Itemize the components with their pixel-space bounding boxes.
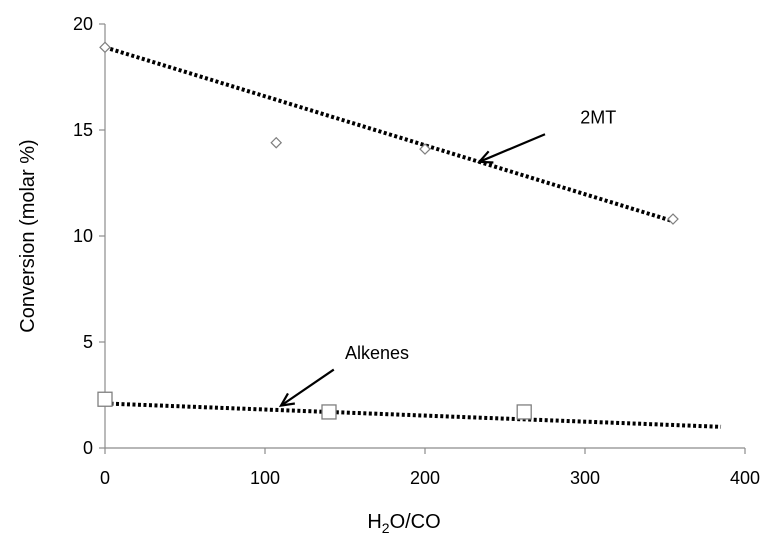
x-axis-title: H2O/CO: [367, 511, 440, 536]
y-tick-label: 5: [83, 332, 93, 352]
data-point-diamond: [270, 136, 283, 149]
x-axis-title-sub: 2: [382, 520, 390, 536]
axes: [104, 24, 745, 449]
x-tick-label: 200: [410, 468, 440, 488]
trendline-0: [104, 45, 674, 224]
data-point-diamond: [99, 41, 111, 54]
data-point-square: [321, 404, 337, 420]
data-point-diamond: [667, 213, 679, 225]
annotation-arrow-shaft: [478, 133, 546, 163]
annotation-arrow-shaft: [280, 368, 335, 407]
annotation-arrow-head: [477, 150, 494, 164]
data-point-square: [97, 391, 113, 407]
markers: [97, 41, 679, 420]
y-tick-label: 20: [73, 14, 93, 34]
y-tick-label: 10: [73, 226, 93, 246]
x-tick-label: 100: [250, 468, 280, 488]
x-tick-label: 300: [570, 468, 600, 488]
annotation-arrow-head: [278, 392, 296, 408]
x-axis-title-rest: O/CO: [390, 511, 441, 533]
annotation-label: Alkenes: [345, 343, 409, 363]
trendline-1: [104, 401, 722, 429]
trendlines: [104, 45, 722, 429]
x-tick-label: 400: [730, 468, 760, 488]
y-axis-title: Conversion (molar %): [17, 139, 39, 332]
data-point-square: [516, 404, 532, 420]
annotations: 2MT Alkenes: [278, 108, 616, 408]
data-point-diamond: [419, 143, 431, 155]
y-ticks: 0 5 10 15 20: [73, 14, 105, 458]
y-tick-label: 15: [73, 120, 93, 140]
x-tick-label: 0: [100, 468, 110, 488]
y-tick-label: 0: [83, 438, 93, 458]
annotation-label: 2MT: [580, 108, 616, 128]
x-axis-title-main: H: [367, 511, 381, 533]
x-ticks: 0 100 200 300 400: [100, 448, 760, 488]
